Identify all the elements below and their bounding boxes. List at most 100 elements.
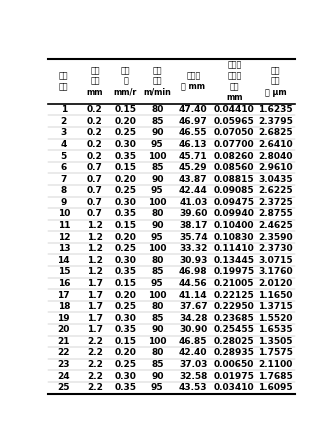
Text: 18: 18 bbox=[57, 302, 70, 311]
Text: 0.25: 0.25 bbox=[115, 360, 136, 369]
Text: 8: 8 bbox=[61, 186, 67, 195]
Text: 95: 95 bbox=[151, 140, 164, 149]
Text: 0.10400: 0.10400 bbox=[214, 221, 255, 230]
Text: 15: 15 bbox=[57, 267, 70, 277]
Text: 0.25: 0.25 bbox=[115, 186, 136, 195]
Text: 0.30: 0.30 bbox=[115, 372, 136, 380]
Text: 车刀后
刀面磨
损量
mm: 车刀后 刀面磨 损量 mm bbox=[226, 61, 243, 102]
Text: 0.08815: 0.08815 bbox=[214, 175, 255, 184]
Text: 20: 20 bbox=[58, 325, 70, 334]
Text: 23: 23 bbox=[57, 360, 70, 369]
Text: 0.20: 0.20 bbox=[115, 233, 136, 242]
Text: 0.25: 0.25 bbox=[115, 244, 136, 253]
Text: 背吃
刀量
mm: 背吃 刀量 mm bbox=[87, 66, 103, 96]
Text: 46.98: 46.98 bbox=[179, 267, 208, 277]
Text: 1.7: 1.7 bbox=[87, 302, 103, 311]
Text: 0.2: 0.2 bbox=[87, 128, 103, 137]
Text: 0.04410: 0.04410 bbox=[214, 105, 255, 114]
Text: 2.2: 2.2 bbox=[87, 383, 103, 392]
Text: 0.15: 0.15 bbox=[115, 105, 136, 114]
Text: 2: 2 bbox=[61, 117, 67, 126]
Text: 0.07050: 0.07050 bbox=[214, 128, 255, 137]
Text: 46.55: 46.55 bbox=[179, 128, 208, 137]
Text: 0.03410: 0.03410 bbox=[214, 383, 255, 392]
Text: 30.93: 30.93 bbox=[179, 256, 208, 265]
Text: 95: 95 bbox=[151, 383, 164, 392]
Text: 95: 95 bbox=[151, 233, 164, 242]
Text: 0.20: 0.20 bbox=[115, 348, 136, 357]
Text: 85: 85 bbox=[151, 360, 163, 369]
Text: 38.17: 38.17 bbox=[179, 221, 208, 230]
Text: 0.22125: 0.22125 bbox=[214, 290, 255, 300]
Text: 90: 90 bbox=[151, 325, 163, 334]
Text: 0.30: 0.30 bbox=[115, 198, 136, 207]
Text: 85: 85 bbox=[151, 267, 163, 277]
Text: 0.35: 0.35 bbox=[115, 210, 136, 219]
Text: 车削
实验: 车削 实验 bbox=[59, 71, 68, 91]
Text: 1.5520: 1.5520 bbox=[258, 314, 292, 323]
Text: 46.85: 46.85 bbox=[179, 337, 208, 346]
Text: 0.7: 0.7 bbox=[87, 163, 103, 172]
Text: 0.30: 0.30 bbox=[115, 256, 136, 265]
Text: 2.8755: 2.8755 bbox=[258, 210, 293, 219]
Text: 90: 90 bbox=[151, 221, 163, 230]
Text: 45.71: 45.71 bbox=[179, 152, 208, 161]
Text: 0.35: 0.35 bbox=[115, 267, 136, 277]
Text: 进给
量
mm/r: 进给 量 mm/r bbox=[114, 66, 137, 96]
Text: 46.13: 46.13 bbox=[179, 140, 208, 149]
Text: 0.13445: 0.13445 bbox=[214, 256, 255, 265]
Text: 35.74: 35.74 bbox=[179, 233, 208, 242]
Text: 90: 90 bbox=[151, 175, 163, 184]
Text: 21: 21 bbox=[57, 337, 70, 346]
Text: 95: 95 bbox=[151, 279, 164, 288]
Text: 0.15: 0.15 bbox=[115, 337, 136, 346]
Text: 0.25: 0.25 bbox=[115, 128, 136, 137]
Text: 6: 6 bbox=[61, 163, 67, 172]
Text: 0.2: 0.2 bbox=[87, 140, 103, 149]
Text: 4: 4 bbox=[61, 140, 67, 149]
Text: 1.2: 1.2 bbox=[87, 256, 103, 265]
Text: 2.2: 2.2 bbox=[87, 348, 103, 357]
Text: 2.3590: 2.3590 bbox=[258, 233, 293, 242]
Text: 90: 90 bbox=[151, 372, 163, 380]
Text: 1.3715: 1.3715 bbox=[258, 302, 293, 311]
Text: 17: 17 bbox=[57, 290, 70, 300]
Text: 3.0435: 3.0435 bbox=[258, 175, 293, 184]
Text: 2.6825: 2.6825 bbox=[258, 128, 293, 137]
Text: 34.28: 34.28 bbox=[179, 314, 208, 323]
Text: 33.32: 33.32 bbox=[179, 244, 208, 253]
Text: 37.67: 37.67 bbox=[179, 302, 208, 311]
Text: 24: 24 bbox=[57, 372, 70, 380]
Text: 2.6225: 2.6225 bbox=[258, 186, 293, 195]
Text: 0.09085: 0.09085 bbox=[214, 186, 255, 195]
Text: 0.7: 0.7 bbox=[87, 186, 103, 195]
Text: 12: 12 bbox=[57, 233, 70, 242]
Text: 100: 100 bbox=[148, 244, 167, 253]
Text: 2.1100: 2.1100 bbox=[258, 360, 292, 369]
Text: 0.7: 0.7 bbox=[87, 210, 103, 219]
Text: 0.15: 0.15 bbox=[115, 279, 136, 288]
Text: 2.9610: 2.9610 bbox=[258, 163, 293, 172]
Text: 0.10830: 0.10830 bbox=[214, 233, 255, 242]
Text: 1.7: 1.7 bbox=[87, 290, 103, 300]
Text: 2.6410: 2.6410 bbox=[258, 140, 293, 149]
Text: 43.87: 43.87 bbox=[179, 175, 208, 184]
Text: 表面
粗糙
度 μm: 表面 粗糙 度 μm bbox=[265, 66, 286, 96]
Text: 0.20: 0.20 bbox=[115, 117, 136, 126]
Text: 0.25455: 0.25455 bbox=[214, 325, 255, 334]
Text: 0.15: 0.15 bbox=[115, 163, 136, 172]
Text: 1.2: 1.2 bbox=[87, 244, 103, 253]
Text: 1.7685: 1.7685 bbox=[258, 372, 293, 380]
Text: 1.6095: 1.6095 bbox=[258, 383, 293, 392]
Text: 0.2: 0.2 bbox=[87, 117, 103, 126]
Text: 2.2: 2.2 bbox=[87, 360, 103, 369]
Text: 85: 85 bbox=[151, 163, 163, 172]
Text: 0.23685: 0.23685 bbox=[214, 314, 255, 323]
Text: 2.4625: 2.4625 bbox=[258, 221, 293, 230]
Text: 5: 5 bbox=[61, 152, 67, 161]
Text: 45.29: 45.29 bbox=[179, 163, 208, 172]
Text: 14: 14 bbox=[57, 256, 70, 265]
Text: 0.35: 0.35 bbox=[115, 152, 136, 161]
Text: 80: 80 bbox=[151, 348, 163, 357]
Text: 2.3730: 2.3730 bbox=[258, 244, 293, 253]
